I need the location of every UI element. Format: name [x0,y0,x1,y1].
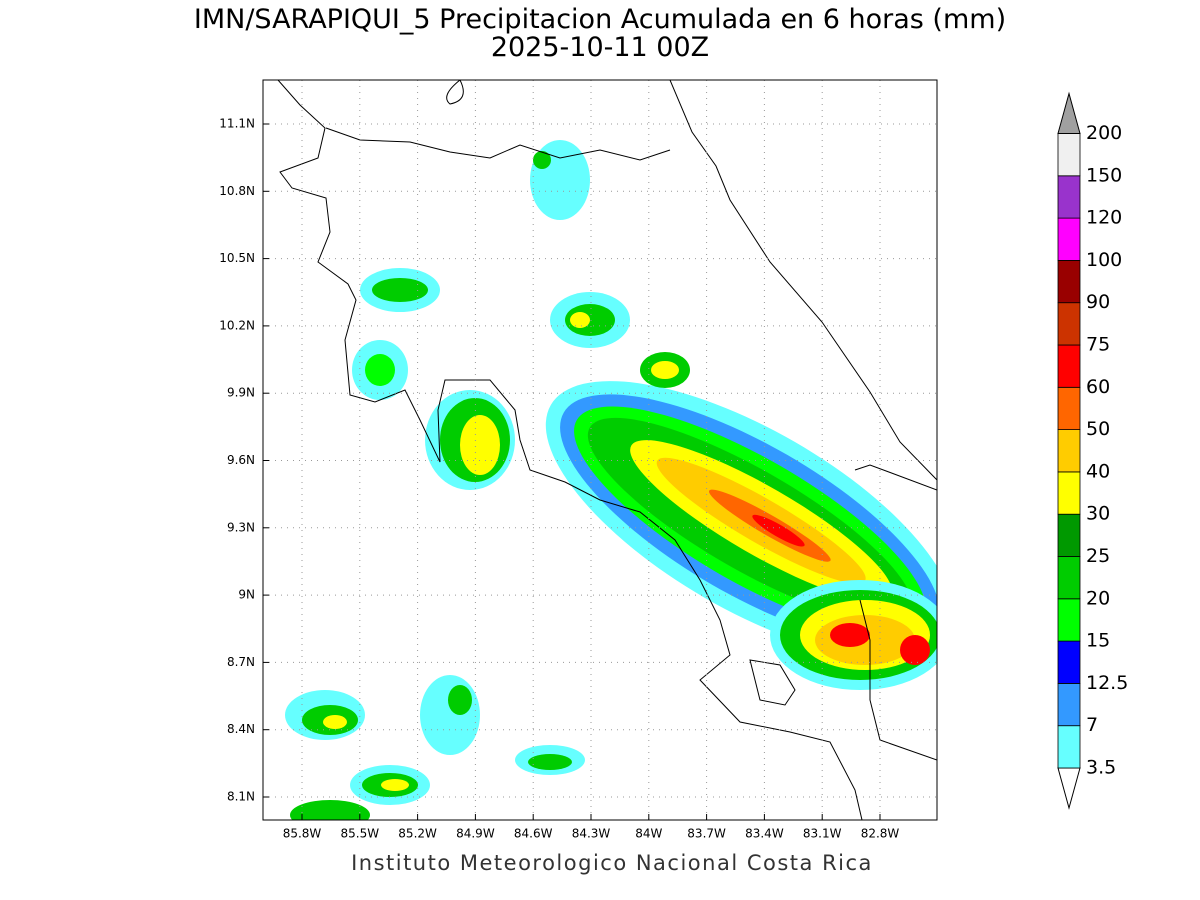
colorbar: 3.5 7 12.5 15 20 25 30 40 50 60 75 90 100 120 150 200 [1057,91,1128,810]
colorbar-box [1057,175,1081,219]
colorbar-under [1057,767,1081,810]
lon-tick-label: 85.5W [341,827,380,841]
colorbar-label: 60 [1086,376,1110,398]
colorbar-box [1057,429,1081,473]
colorbar-label: 40 [1086,460,1110,482]
colorbar-box [1057,598,1081,642]
colorbar-label: 12.5 [1086,672,1128,694]
lon-tick-label: 84.6W [514,827,553,841]
colorbar-box [1057,556,1081,600]
lat-tick-label: 8.4N [227,722,255,736]
colorbar-label: 120 [1086,207,1122,229]
colorbar-label: 7 [1086,714,1098,736]
colorbar-label: 50 [1086,418,1110,440]
colorbar-label: 200 [1086,122,1122,144]
lat-tick-label: 8.7N [227,655,255,669]
lat-tick-label: 9.9N [227,386,255,400]
colorbar-label: 25 [1086,545,1110,567]
colorbar-box [1057,133,1081,177]
colorbar-label: 20 [1086,587,1110,609]
grid [263,80,937,820]
lon-tick-label: 84.9W [456,827,495,841]
lon-tick-label: 85.8W [283,827,322,841]
colorbar-box [1057,683,1081,727]
colorbar-label: 150 [1086,164,1122,186]
axes: 11.1N 10.8N 10.5N 10.2N 9.9N 9.6N 9.3N 9N 8.7N 8.… [219,117,899,841]
title: IMN/SARAPIQUI_5 Precipitacion Acumulada … [194,4,1006,35]
lon-tick-label: 83.1W [803,827,842,841]
lat-tick-label: 9N [238,588,255,602]
colorbar-box [1057,640,1081,684]
colorbar-label: 15 [1086,630,1110,652]
lat-tick-label: 11.1N [219,117,255,131]
lat-tick-label: 10.8N [219,184,255,198]
rain-south [770,580,937,690]
lat-tick-label: 10.2N [219,318,255,332]
precipitation [285,140,937,820]
colorbar-box [1057,513,1081,557]
colorbar-box [1057,217,1081,261]
lat-tick-label: 9.3N [227,520,255,534]
lat-tick-label: 10.5N [219,251,255,265]
colorbar-box [1057,471,1081,515]
lon-tick-label: 82.8W [861,827,900,841]
subtitle: 2025-10-11 00Z [491,32,709,63]
colorbar-box [1057,344,1081,388]
coastlines [277,80,937,820]
colorbar-label: 90 [1086,291,1110,313]
footer: Instituto Meteorologico Nacional Costa R… [351,851,873,875]
colorbar-box [1057,725,1081,769]
colorbar-over [1057,91,1081,134]
lat-tick-label: 8.1N [227,790,255,804]
rain-pacific [285,140,590,820]
colorbar-label: 3.5 [1086,757,1116,779]
lon-tick-label: 83.4W [745,827,784,841]
lon-tick-label: 84.3W [572,827,611,841]
colorbar-label: 75 [1086,334,1110,356]
lon-tick-label: 85.2W [398,827,437,841]
colorbar-box [1057,302,1081,346]
colorbar-label: 30 [1086,503,1110,525]
lon-tick-label: 83.7W [687,827,726,841]
lat-tick-label: 9.6N [227,453,255,467]
lon-tick-label: 84W [635,827,662,841]
colorbar-box [1057,259,1081,304]
map-frame [262,79,938,821]
map [263,80,937,820]
colorbar-box [1057,386,1081,430]
colorbar-label: 100 [1086,249,1122,271]
